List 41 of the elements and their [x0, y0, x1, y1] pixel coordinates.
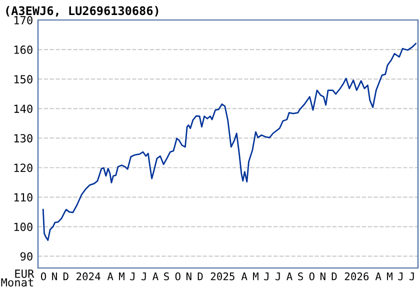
x-tick-label: A [286, 272, 292, 280]
x-tick-label: S [298, 272, 303, 280]
x-tick-label: D [332, 272, 337, 280]
y-tick-label: 160 [14, 46, 32, 54]
x-tick-label: J [398, 272, 402, 280]
y-tick-label: 130 [14, 134, 32, 143]
x-tick-label: O [40, 272, 46, 280]
x-tick-label: J [264, 272, 268, 280]
y-axis-title: EUR [15, 270, 34, 278]
x-tick-label: A [375, 272, 382, 280]
x-tick-label: 2025 [210, 272, 234, 280]
x-tick-label: 2026 [344, 272, 369, 280]
x-tick-label: M [387, 272, 392, 280]
x-tick-label: J [142, 272, 146, 280]
y-tick-label: 100 [14, 222, 32, 232]
y-tick-label: 140 [14, 104, 32, 113]
x-tick-label: A [241, 272, 248, 280]
x-tick-label: M [119, 272, 124, 280]
x-tick-label: N [52, 272, 57, 280]
x-tick-label: J [130, 272, 134, 280]
x-tick-label: J [276, 272, 280, 280]
y-tick-label: 150 [14, 75, 32, 84]
x-tick-label: O [175, 272, 180, 280]
x-tick-label: D [198, 272, 203, 280]
line-series [42, 42, 416, 241]
y-tick-label: 120 [14, 164, 32, 172]
x-tick-label: N [320, 272, 326, 280]
x-tick-label: D [63, 272, 68, 280]
x-tick-label: 2024 [76, 272, 100, 280]
y-tick-label: 170 [14, 16, 32, 24]
x-tick-label: M [253, 272, 258, 280]
x-axis-title: Monat [1, 278, 34, 287]
x-tick-label: A [152, 272, 158, 280]
x-tick-label: S [164, 272, 169, 280]
y-tick-label: 90 [20, 252, 32, 261]
x-tick-label: A [107, 272, 114, 280]
y-tick-label: 110 [14, 193, 32, 202]
x-tick-label: O [309, 272, 314, 280]
chart-title: (A3EWJ6, LU2696130686) [6, 6, 158, 17]
x-tick-label: J [410, 272, 414, 280]
x-tick-label: N [186, 272, 192, 280]
